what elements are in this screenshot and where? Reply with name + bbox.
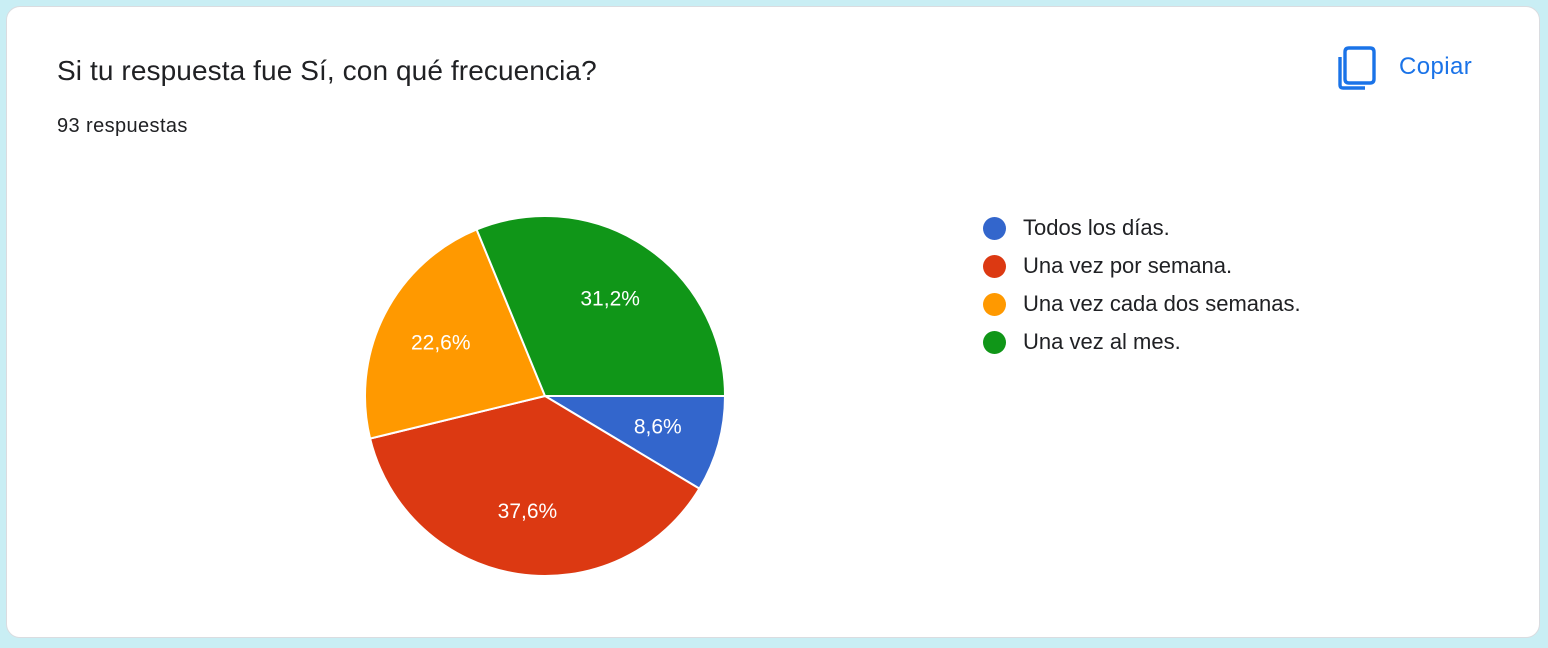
pie-slice-una-vez-al-mes — [475, 215, 727, 397]
slice-label-una-vez-por-semana: 37,6% — [498, 500, 558, 523]
copy-label: Copiar — [1399, 53, 1473, 80]
legend-label: Una vez al mes. — [1023, 329, 1181, 354]
legend-swatch — [983, 330, 1006, 354]
legend-label: Una vez cada dos semanas. — [1023, 291, 1301, 316]
legend-swatch — [983, 216, 1006, 240]
pie-slice-una-vez-cada-dos-semanas — [364, 228, 547, 440]
slice-label-una-vez-al-mes: 31,2% — [580, 287, 640, 310]
legend-label: Una vez por semana. — [1023, 253, 1233, 278]
copy-icon — [1338, 46, 1376, 90]
legend-item-todos-los-dias: Todos los días. — [983, 209, 1301, 247]
pie-chart: 8,6% 37,6% 22,6% 31,2% — [364, 215, 727, 577]
copy-button[interactable]: Copiar — [1331, 43, 1501, 93]
legend-item-una-vez-por-semana: Una vez por semana. — [983, 247, 1301, 285]
legend-item-una-vez-cada-dos-semanas: Una vez cada dos semanas. — [983, 285, 1301, 323]
legend-label: Todos los días. — [1023, 215, 1170, 240]
slice-label-todos-los-dias: 8,6% — [634, 416, 682, 439]
legend-swatch — [983, 254, 1006, 278]
response-count: 93 respuestas — [57, 115, 188, 137]
question-summary-card: Si tu respuesta fue Sí, con qué frecuenc… — [6, 6, 1540, 638]
slice-label-una-vez-cada-dos-semanas: 22,6% — [411, 331, 471, 354]
legend-swatch — [983, 292, 1006, 316]
pie-slice-todos-los-dias — [541, 395, 727, 490]
pie-slice-una-vez-por-semana — [368, 394, 701, 577]
chart-legend: Todos los días. Una vez por semana. Una ve… — [983, 209, 1301, 361]
question-title: Si tu respuesta fue Sí, con qué frecuenc… — [57, 55, 597, 86]
legend-item-una-vez-al-mes: Una vez al mes. — [983, 323, 1301, 361]
